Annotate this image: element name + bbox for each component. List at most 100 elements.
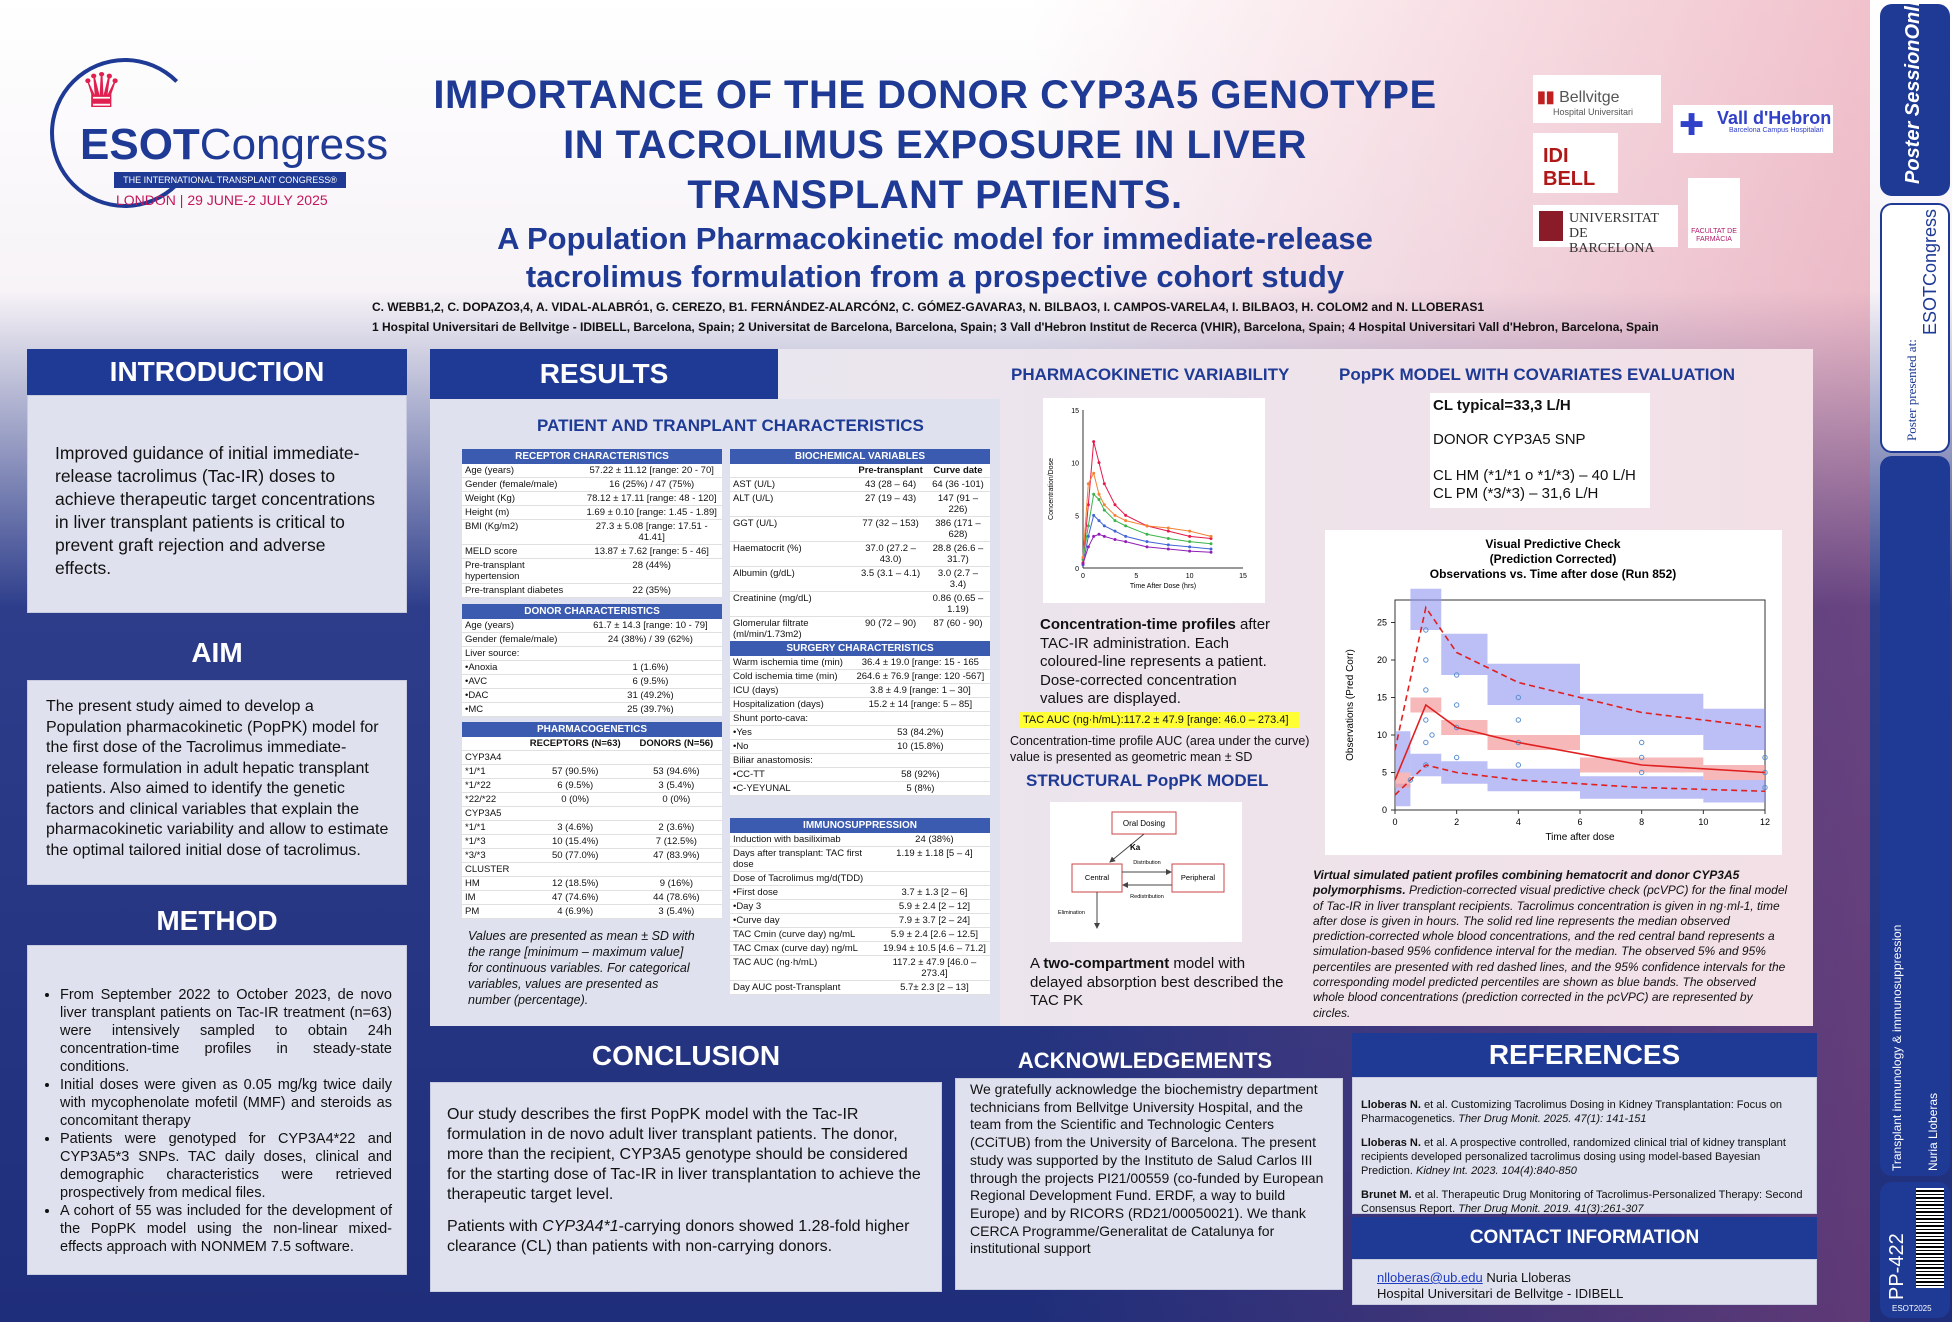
table-row: Gender (female/male) 24 (38%) / 39 (62%) [462,632,722,647]
table-row: CLUSTER [462,862,722,877]
table-cell: 87 (60 - 90) [925,616,990,642]
table-cell: PM [462,904,520,919]
table-cell: Liver source: [462,646,579,661]
table-cell: 9 (16%) [630,876,722,891]
table-cell: Gender (female/male) [462,477,582,492]
table-cell: TAC Cmax (curve day) ng/mL [730,941,879,956]
table-cell: Age (years) [462,619,579,633]
table-cell: Shunt porto-cava: [730,711,851,726]
table-row: TAC Cmin (curve day) ng/mL 5.9 ± 2.4 [2.6… [730,927,990,942]
table-cell: TAC AUC (ng·h/mL) [730,955,879,981]
median-ci-band [1703,765,1765,780]
pk-point [1102,482,1106,486]
table-cell: 5 (8%) [850,781,990,796]
y-tick-label: 25 [1377,618,1387,628]
table-cell [630,862,722,877]
introduction-panel: Improved guidance of initial immediate-r… [27,395,407,613]
y-tick-label: 15 [1071,408,1079,415]
table-cell: Induction with basiliximab [730,833,879,847]
table-cell: 25 (39.7%) [578,702,722,717]
table-row: CYP3A5 [462,806,722,821]
contact-panel: nlloberas@ub.edu Nuria Lloberas Hospital… [1352,1259,1817,1305]
table-cell: 24 (38%) / 39 (62%) [578,632,722,647]
pk-point [1188,540,1192,544]
y-axis-label: Concentration/Dose [1048,458,1055,520]
p5-ci-band [1441,761,1488,784]
pk-point [1092,534,1096,538]
observation-circle [1515,762,1522,768]
y-tick-label: 5 [1075,513,1079,520]
table-row: ALT (U/L) 27 (19 – 43) 147 (91 – 226) [730,491,990,517]
table-row: Pre-transplant hypertension 28 (44%) [462,558,722,584]
table-row: Shunt porto-cava: [730,711,990,726]
pk-point [1102,508,1106,512]
table-cell: •AVC [462,674,579,689]
vpc-caption: Virtual simulated patient profiles combi… [1313,868,1788,1020]
table-cell: Creatinine (mg/dL) [730,591,856,617]
table-cell: 58 (92%) [850,767,990,782]
table-cell: ICU (days) [730,683,851,698]
table-row: •Day 3 5.9 ± 2.4 [2 – 12] [730,899,990,914]
covariates-box: CL typical=33,3 L/H DONOR CYP3A5 SNP CL … [1430,393,1650,508]
table-cell: 36.4 ± 19.0 [range: 15 - 165 [850,656,990,670]
table-cell: MELD score [462,544,582,559]
table-cell: 264.6 ± 76.9 [range: 120 -567] [850,669,990,684]
p5-ci-band [1703,780,1765,803]
table-cell: 27 (19 – 43) [855,491,926,517]
table-row: •AVC 6 (9.5%) [462,674,722,689]
cl-typical: CL typical=33,3 L/H [1433,397,1571,414]
table-cell [878,871,990,886]
poster-session-online-badge: Poster SessionOnline [1880,0,1950,196]
patient-characteristics-heading: PATIENT AND TRANPLANT CHARACTERISTICS [537,416,924,435]
pk-point [1086,545,1090,549]
table-cell: Pre-transplant diabetes [462,583,582,598]
y-tick-label: 10 [1377,730,1387,740]
conclusion-p1: Our study describes the first PopPK mode… [447,1106,921,1203]
poster-subtitle: A Population Pharmacokinetic model for i… [497,221,1373,294]
table-cell: Albumin (g/dL) [730,566,856,592]
table-cell: •DAC [462,688,579,703]
table-cell: *22/*22 [462,792,520,807]
table-cell: Cold ischemia time (min) [730,669,851,684]
table-cell: 10 (15.4%) [519,834,631,849]
table-cell: •Yes [730,725,851,740]
structural-diagram-svg: Oral Dosing Ka Central Peripheral Distri… [1058,811,1225,929]
table-cell: 7 (12.5%) [630,834,722,849]
conclusion-heading: CONCLUSION [591,1040,781,1071]
y-axis-label: Observations (Pred Corr) [1345,649,1356,761]
vpc-title-3: Observations vs. Time after dose (Run 85… [1430,567,1677,581]
method-item: Patients were genotyped for CYP3A4*22 an… [60,1130,392,1202]
table-cell: 47 (83.9%) [630,848,722,863]
x-tick-label: 12 [1760,817,1770,827]
table-cell: Age (years) [462,464,582,478]
table-cell: *1/*1 [462,764,520,779]
pharmacogenetics-rows: RECEPTORS (N=63) DONORS (N=56) CYP3A4 *1/*1… [462,737,722,919]
table-cell: 4 (6.9%) [519,904,631,919]
observation-circle [1515,717,1522,723]
ub-shield-icon [1539,211,1563,241]
table-cell: CLUSTER [462,862,520,877]
table-row: Hospitalization (days) 15.2 ± 14 [range: … [730,697,990,712]
table-cell: Warm ischemia time (min) [730,656,851,670]
observation-circle [1638,754,1645,761]
farmacia-logo: FACULTAT DE FARMÀCIA [1688,178,1740,248]
pk-point [1092,492,1096,496]
table-row: CYP3A4 [462,750,722,765]
table-cell: BMI (Kg/m2) [462,519,582,545]
reference-item: Brunet M. et al. Therapeutic Drug Monito… [1361,1189,1803,1215]
table-cell [630,806,722,821]
pk-point [1145,540,1149,544]
pk-point [1166,529,1170,533]
table-cell: 24 (38%) [878,833,990,847]
observation-circle [1515,694,1522,701]
table-cell: •No [730,739,851,754]
table-row: *3/*3 50 (77.0%) 47 (83.9%) [462,848,722,863]
oral-dosing-label: Oral Dosing [1123,819,1165,828]
vpc-chart: Visual Predictive Check (Prediction Corre… [1325,530,1782,855]
pk-series-line [1082,514,1212,565]
contact-email-link[interactable]: nlloberas@ub.edu [1377,1270,1483,1285]
table-cell [519,750,631,765]
table-cell: 5.9 ± 2.4 [2.6 – 12.5] [878,927,990,942]
p5-ci-band [1395,783,1411,807]
table-cell: AST (U/L) [730,477,856,492]
